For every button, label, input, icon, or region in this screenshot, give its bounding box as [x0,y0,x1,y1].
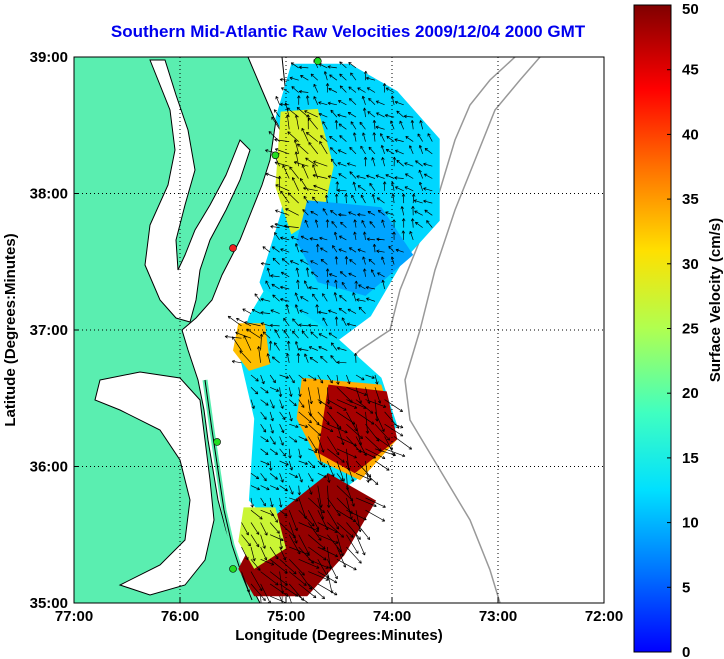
velocity-region-gulf-stream-core [317,384,398,474]
x-tick-label: 76:00 [161,608,199,625]
y-tick-label: 36:00 [30,459,68,476]
colorbar-ticks: 0 5 10 15 20 25 30 35 40 45 50 [667,1,699,659]
colorbar-tick-label: 10 [682,515,699,532]
x-axis: 77:00 76:00 75:00 74:00 73:00 72:00 [55,598,623,625]
radar-station-marker [271,151,280,160]
colorbar-label: Surface Velocity (cm/s) [707,218,724,382]
velocity-region-hatteras-jet [238,473,377,597]
velocity-field [233,63,440,597]
x-tick-label: 73:00 [479,608,517,625]
radar-station-marker [213,438,221,446]
isobath-contour-deep [404,57,541,603]
hf-radar-stations [213,57,322,573]
y-tick-label: 35:00 [30,595,68,612]
y-axis-label: Latitude (Degrees:Minutes) [2,233,19,426]
y-tick-label: 38:00 [30,186,68,203]
x-tick-label: 77:00 [55,608,93,625]
x-tick-label: 74:00 [373,608,411,625]
colorbar-tick-label: 25 [682,321,699,338]
chesapeake-bay [144,59,251,323]
colorbar-tick-label: 5 [682,579,690,596]
radar-station-marker [229,244,237,252]
colorbar-tick-label: 20 [682,385,699,402]
y-tick-label: 37:00 [30,322,68,339]
colorbar [633,4,672,653]
x-tick-label: 72:00 [585,608,623,625]
colorbar-tick-label: 30 [682,256,699,273]
colorbar-tick-label: 15 [682,450,699,467]
colorbar-tick-label: 35 [682,191,699,208]
colorbar-tick-label: 50 [682,1,699,18]
colorbar-tick-label: 40 [682,126,699,143]
x-axis-label: Longitude (Degrees:Minutes) [235,627,443,644]
radar-station-marker [229,565,237,573]
colorbar-tick-label: 0 [682,644,690,659]
velocity-region-slow-core [296,200,414,296]
x-tick-label: 75:00 [267,608,305,625]
y-tick-label: 39:00 [30,49,68,66]
radar-station-marker [313,57,322,65]
gridlines [74,57,604,603]
colorbar-tick-label: 45 [682,62,699,79]
y-axis: 35:00 36:00 37:00 38:00 39:00 [30,49,79,612]
map-title: Southern Mid-Atlantic Raw Velocities 200… [110,22,586,41]
pamlico-sound [94,371,215,596]
vector-field [224,59,433,603]
